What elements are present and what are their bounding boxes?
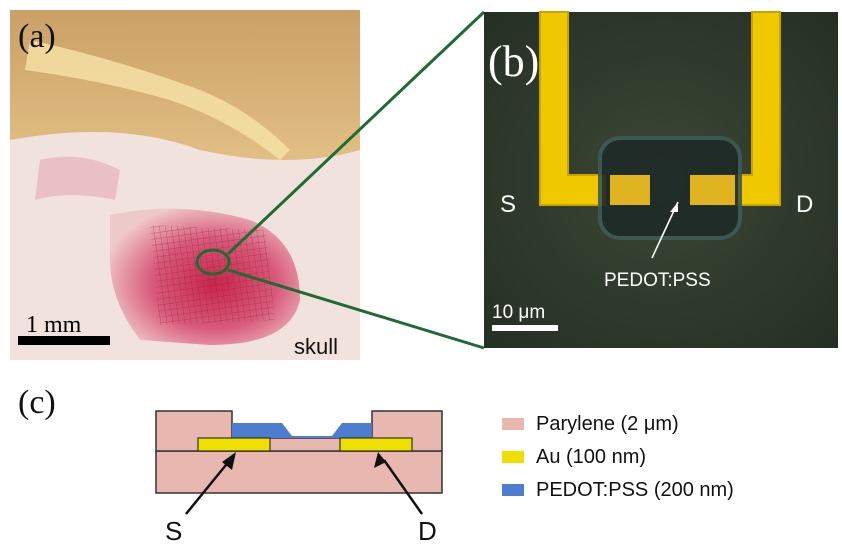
legend-swatch-gold (502, 451, 524, 463)
gold-drain (339, 437, 413, 452)
panel-c-cross-section (155, 410, 443, 515)
channel-pointer-head (670, 202, 678, 212)
pedot-channel (598, 136, 742, 240)
panel-a-photo (10, 10, 360, 360)
connector-line-bottom (227, 268, 485, 350)
legend-item-parylene: Parylene (2 μm) (502, 410, 679, 438)
glare-highlight (25, 40, 290, 160)
tissue-patch (35, 156, 120, 200)
drain-label-c: D (418, 516, 437, 546)
zoom-circle (195, 248, 231, 276)
legend-label-gold: Au (100 nm) (536, 445, 647, 468)
scale-bar-a (18, 336, 110, 345)
gold-source (197, 437, 271, 452)
skull-label: skull (294, 334, 338, 359)
scale-label-a: 1 mm (26, 312, 82, 338)
source-arrow (185, 459, 231, 515)
panel-label-b: (b) (488, 37, 540, 86)
drain-arrowhead (374, 452, 386, 468)
scale-label-b: 10 μm (492, 302, 545, 323)
legend-item-gold: Au (100 nm) (502, 443, 646, 471)
panel-label-a: (a) (18, 18, 56, 55)
source-label-b: S (500, 191, 516, 218)
legend-swatch-parylene (502, 418, 524, 430)
drain-label-b: D (796, 191, 813, 218)
panel-label-c: (c) (18, 384, 56, 421)
drain-contact (690, 175, 735, 205)
drain-arrow (382, 459, 424, 515)
scale-bar-b (492, 325, 558, 331)
legend-label-pedot: PEDOT:PSS (200 nm) (536, 478, 734, 501)
pedot-layer (232, 423, 372, 438)
parylene-base (155, 450, 443, 494)
panel-b-micrograph (484, 11, 838, 348)
legend-label-parylene: Parylene (2 μm) (536, 412, 679, 435)
connector-line-top (226, 10, 486, 256)
source-contact (610, 175, 650, 205)
legend-swatch-pedot (502, 484, 524, 496)
channel-label-b: PEDOT:PSS (604, 270, 711, 291)
source-arrowhead (222, 452, 236, 470)
source-label-c: S (165, 516, 182, 546)
legend-item-pedot: PEDOT:PSS (200 nm) (502, 476, 734, 504)
